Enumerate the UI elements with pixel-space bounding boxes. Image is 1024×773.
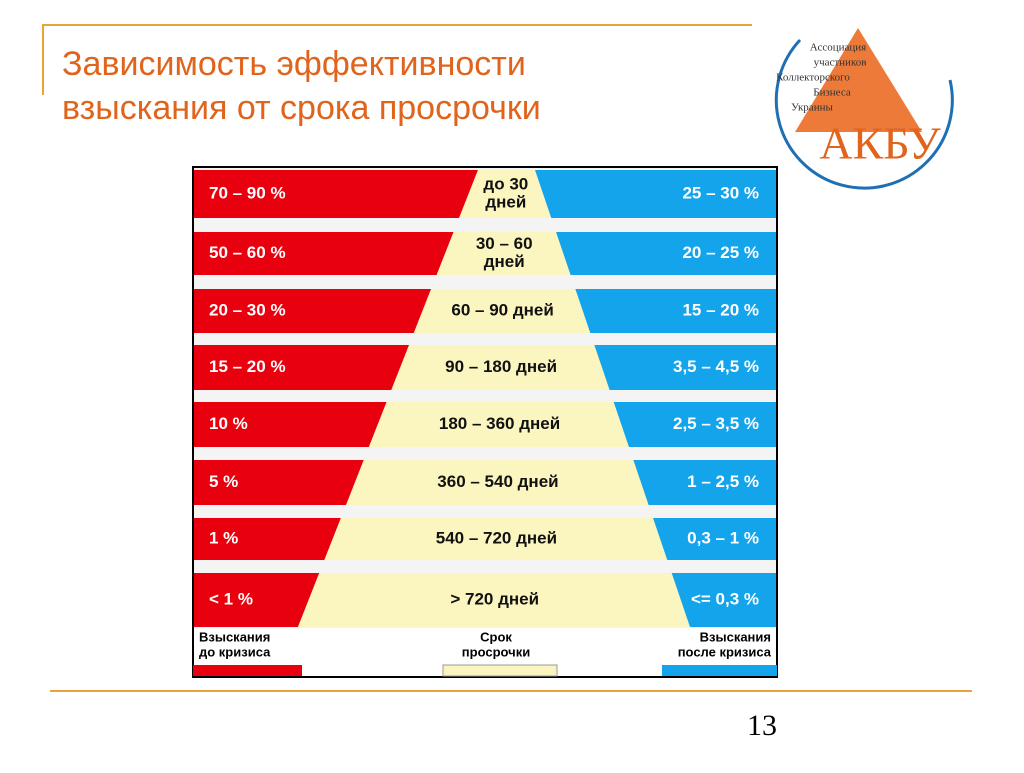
term-band — [436, 232, 571, 275]
before-value: 1 % — [209, 528, 238, 547]
after-band — [613, 402, 776, 447]
term-label: 30 – 60 — [476, 234, 533, 253]
after-value: 0,3 – 1 % — [687, 528, 759, 547]
term-label: > 720 дней — [450, 589, 539, 608]
page-number: 13 — [747, 709, 777, 742]
after-value: 20 – 25 % — [682, 243, 759, 262]
before-band — [194, 170, 478, 218]
after-value: 3,5 – 4,5 % — [673, 357, 759, 376]
term-label: до 30 — [483, 174, 528, 193]
logo-text: Коллекторского — [776, 72, 850, 84]
after-band — [535, 170, 776, 218]
before-value: 5 % — [209, 472, 238, 491]
before-band — [194, 345, 410, 390]
after-value: 15 – 20 % — [682, 300, 759, 319]
before-value: < 1 % — [209, 589, 253, 608]
title-line: взыскания от срока просрочки — [62, 89, 541, 127]
before-band — [194, 289, 432, 333]
before-value: 10 % — [209, 414, 248, 433]
before-band — [194, 518, 341, 560]
term-label: дней — [485, 192, 526, 211]
before-value: 70 – 90 % — [209, 183, 286, 202]
logo-text: Бизнеса — [813, 87, 851, 99]
legend-label: после кризиса — [678, 644, 772, 659]
legend-label: Взыскания — [199, 629, 270, 644]
after-value: 25 – 30 % — [682, 183, 759, 202]
term-band — [298, 573, 690, 627]
term-band — [391, 345, 610, 390]
before-band — [194, 402, 387, 447]
after-band — [575, 289, 776, 333]
after-band — [594, 345, 776, 390]
after-value: <= 0,3 % — [691, 589, 759, 608]
term-band — [459, 170, 552, 218]
legend-swatch — [193, 665, 302, 676]
term-band — [413, 289, 591, 333]
term-label: 90 – 180 дней — [445, 357, 557, 376]
logo-text: Украины — [791, 102, 833, 114]
after-value: 2,5 – 3,5 % — [673, 414, 759, 433]
logo: Ассоциация участников Коллекторского Биз… — [774, 28, 954, 190]
legend-label: просрочки — [462, 644, 530, 659]
term-band — [368, 402, 629, 447]
term-label: дней — [484, 252, 525, 271]
before-value: 20 – 30 % — [209, 300, 286, 319]
before-band — [194, 460, 364, 505]
after-band — [633, 460, 776, 505]
legend-label: Взыскания — [700, 629, 771, 644]
before-value: 50 – 60 % — [209, 243, 286, 262]
logo-text: Ассоциация — [810, 42, 866, 54]
term-label: 180 – 360 дней — [439, 414, 560, 433]
legend-label: до кризиса — [199, 644, 271, 659]
term-label: 360 – 540 дней — [437, 472, 558, 491]
before-band — [194, 232, 454, 275]
logo-abbr: АКБУ — [819, 118, 941, 169]
before-value: 15 – 20 % — [209, 357, 286, 376]
term-label: 60 – 90 дней — [451, 300, 553, 319]
title-line: Зависимость эффективности — [62, 45, 526, 83]
after-band — [556, 232, 776, 275]
legend-swatch — [442, 664, 558, 677]
before-band — [194, 573, 320, 627]
logo-arc — [774, 38, 954, 190]
legend-label: Срок — [480, 629, 512, 644]
term-band — [324, 518, 668, 560]
logo-text: участников — [814, 57, 867, 69]
after-value: 1 – 2,5 % — [687, 472, 759, 491]
term-band — [346, 460, 649, 505]
after-band — [671, 573, 776, 627]
term-label: 540 – 720 дней — [436, 528, 557, 547]
legend-swatch — [662, 665, 777, 676]
after-band — [653, 518, 776, 560]
logo-triangle — [795, 28, 922, 132]
